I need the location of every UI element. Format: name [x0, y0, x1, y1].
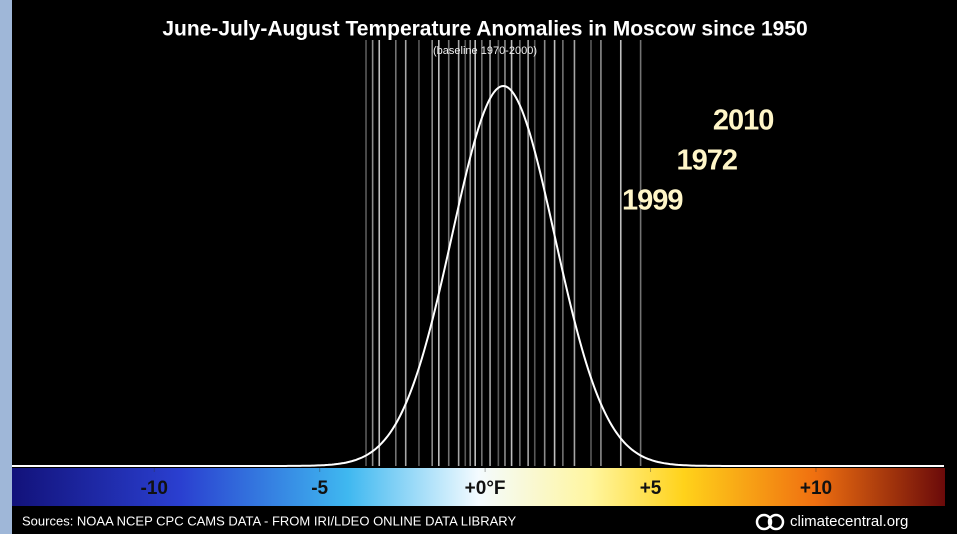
logo-text: climatecentral.org	[790, 513, 908, 530]
x-tick-label: -10	[141, 478, 168, 499]
distribution-curve	[12, 84, 944, 467]
source: Sources: NOAA NCEP CPC CAMS DATA - FROM …	[22, 513, 516, 528]
x-tick-label: +10	[800, 478, 832, 499]
plot-background	[12, 0, 957, 534]
marks	[12, 40, 944, 467]
background-map	[0, 0, 12, 534]
colorbar	[12, 468, 945, 506]
year-label: 1999	[622, 185, 683, 217]
year-label: 2010	[713, 105, 774, 137]
x-tick-label: +5	[640, 478, 662, 499]
x-tick-label: -5	[311, 478, 328, 499]
x-tick-label: +0°F	[465, 478, 506, 499]
year-label: 1972	[677, 145, 738, 177]
chart-title: June-July-August Temperature Anomalies i…	[162, 18, 807, 41]
logo-icon	[755, 513, 785, 531]
chart-subtitle: (baseline 1970-2000)	[433, 45, 537, 57]
